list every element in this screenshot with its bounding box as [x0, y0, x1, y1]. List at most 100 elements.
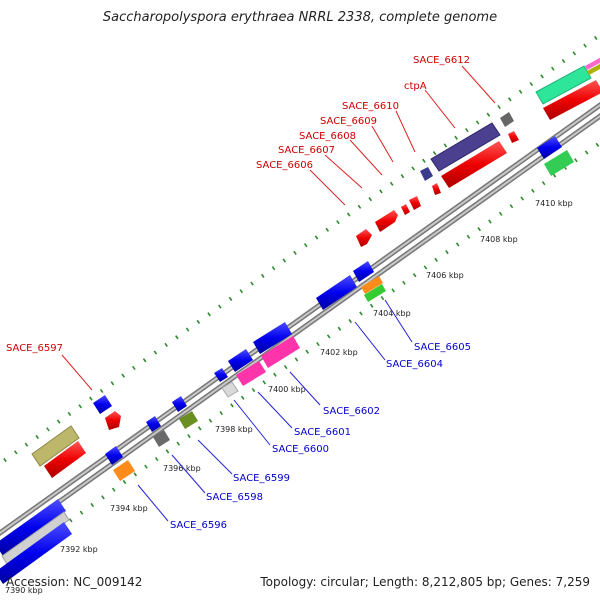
- tick-track-upper: [3, 35, 598, 463]
- tick-mark-lower: [165, 449, 170, 454]
- tick-mark-upper: [196, 319, 201, 324]
- feature-blue-right-a[interactable]: [537, 136, 562, 159]
- tick-mark-upper: [346, 212, 351, 217]
- tick-mark-upper: [508, 97, 512, 102]
- feature-red-long[interactable]: [441, 141, 507, 188]
- tick-mark-lower: [369, 303, 374, 308]
- callout-lines: [61, 65, 496, 522]
- feature-gray-long-left[interactable]: [1, 511, 70, 565]
- gene-sace-6612-arrow[interactable]: [535, 65, 592, 105]
- feature-blue-small-e[interactable]: [353, 261, 374, 282]
- gene-sace-6597-arrow[interactable]: [105, 411, 121, 430]
- gene-label-sace-6596[interactable]: SACE_6596: [170, 520, 227, 531]
- tick-mark-lower: [326, 334, 331, 339]
- kbp-label-7398: 7398 kbp: [215, 425, 253, 434]
- feature-blue-small-c[interactable]: [172, 396, 187, 412]
- feature-blue-small-a[interactable]: [93, 395, 112, 414]
- tick-mark-upper: [67, 411, 72, 417]
- tick-mark-upper: [282, 258, 287, 263]
- gene-label-sace-6607[interactable]: SACE_6607: [278, 145, 335, 156]
- gene-label-sace-6604[interactable]: SACE_6604: [386, 359, 443, 370]
- tick-mark-upper: [465, 127, 469, 133]
- feature-multicolor-edge-2[interactable]: [587, 60, 600, 75]
- feature-red-ctpa-lower[interactable]: [432, 183, 441, 195]
- gene-sace-6598-arrow[interactable]: [113, 460, 135, 481]
- gene-label-sace-6605[interactable]: SACE_6605: [414, 342, 471, 353]
- gene-ctpa-arrow[interactable]: [430, 122, 501, 172]
- feature-blue-small-d[interactable]: [214, 368, 228, 382]
- feature-blue-long-left-lower[interactable]: [0, 522, 72, 584]
- gene-sace-6599-arrow[interactable]: [153, 430, 170, 447]
- feature-pink-long[interactable]: [261, 336, 300, 368]
- feature-red-right-edge[interactable]: [543, 80, 600, 120]
- feature-multicolor-edge-1[interactable]: [585, 55, 600, 70]
- tick-mark-upper: [78, 404, 83, 409]
- tick-mark-lower: [111, 487, 116, 492]
- feature-red-small-right[interactable]: [508, 131, 519, 143]
- feature-green-small[interactable]: [364, 284, 386, 302]
- tick-mark-lower: [294, 357, 299, 362]
- gene-sace-6596-arrow[interactable]: [105, 446, 123, 465]
- gene-label-sace-6608[interactable]: SACE_6608: [299, 131, 356, 142]
- gene-label-sace-6600[interactable]: SACE_6600: [272, 444, 329, 455]
- kbp-label-7410: 7410 kbp: [535, 199, 573, 208]
- tick-mark-lower: [219, 410, 224, 416]
- feature-blue-mid-b[interactable]: [253, 322, 292, 354]
- tick-mark-lower: [445, 250, 449, 255]
- gene-sace-6605-arrow[interactable]: [361, 276, 383, 294]
- feature-green-right[interactable]: [544, 150, 574, 176]
- gene-label-sace-6606[interactable]: SACE_6606: [256, 160, 313, 171]
- tick-mark-lower: [337, 326, 342, 331]
- gene-sace-6606-arrow[interactable]: [356, 229, 372, 247]
- feature-blue-long-left[interactable]: [0, 499, 66, 556]
- tick-mark-lower: [68, 518, 73, 523]
- tick-mark-lower: [391, 288, 396, 293]
- gene-label-sace-6602[interactable]: SACE_6602: [323, 406, 380, 417]
- tick-mark-lower: [262, 380, 267, 385]
- tick-mark-upper: [336, 220, 340, 225]
- tick-mark-lower: [154, 456, 159, 462]
- tick-mark-upper: [572, 51, 577, 56]
- tick-mark-upper: [228, 296, 233, 301]
- tick-mark-upper: [142, 358, 147, 363]
- gene-label-sace-6609[interactable]: SACE_6609: [320, 116, 377, 127]
- gene-sace-6608-arrow[interactable]: [401, 204, 410, 215]
- gene-label-sace-6612[interactable]: SACE_6612: [413, 55, 470, 66]
- feature-olive-large[interactable]: [31, 425, 80, 467]
- tick-mark-upper: [164, 342, 168, 348]
- tick-mark-lower: [477, 227, 481, 232]
- kbp-label-7400: 7400 kbp: [268, 385, 306, 394]
- tick-mark-lower: [316, 341, 320, 347]
- tick-mark-upper: [357, 204, 362, 209]
- tick-mark-upper: [56, 419, 61, 424]
- feature-blue-mid-a[interactable]: [228, 349, 253, 372]
- gene-label-sace-6601[interactable]: SACE_6601: [294, 427, 351, 438]
- tick-mark-upper: [497, 104, 501, 110]
- gene-label-sace-6597[interactable]: SACE_6597: [6, 343, 63, 354]
- gene-sace-6601-arrow[interactable]: [221, 381, 239, 398]
- tick-mark-upper: [593, 35, 598, 41]
- feature-gray-small-right[interactable]: [500, 112, 514, 127]
- gene-sace-6602-arrow[interactable]: [236, 361, 266, 386]
- gene-sace-6609-arrow[interactable]: [409, 196, 421, 210]
- tick-mark-upper: [89, 396, 93, 401]
- forward-features: [31, 55, 600, 478]
- kbp-label-7394: 7394 kbp: [110, 504, 148, 513]
- gene-label-sace-6598[interactable]: SACE_6598: [206, 492, 263, 503]
- tick-mark-upper: [422, 158, 426, 163]
- tick-mark-upper: [175, 335, 179, 340]
- gene-sace-6604-arrow[interactable]: [316, 275, 357, 310]
- gene-sace-6610-arrow[interactable]: [420, 167, 433, 181]
- gene-label-ctpa[interactable]: ctpA: [404, 81, 427, 92]
- gene-label-sace-6610[interactable]: SACE_6610: [342, 101, 399, 112]
- tick-mark-lower: [423, 265, 428, 270]
- tick-mark-lower: [574, 158, 578, 163]
- gene-sace-6607-arrow[interactable]: [375, 210, 398, 232]
- gene-label-sace-6599[interactable]: SACE_6599: [233, 473, 290, 484]
- feature-blue-small-b[interactable]: [146, 416, 161, 432]
- gene-sace-6600-arrow[interactable]: [179, 411, 198, 429]
- feature-red-large-left[interactable]: [44, 441, 86, 478]
- tick-mark-upper: [411, 166, 415, 171]
